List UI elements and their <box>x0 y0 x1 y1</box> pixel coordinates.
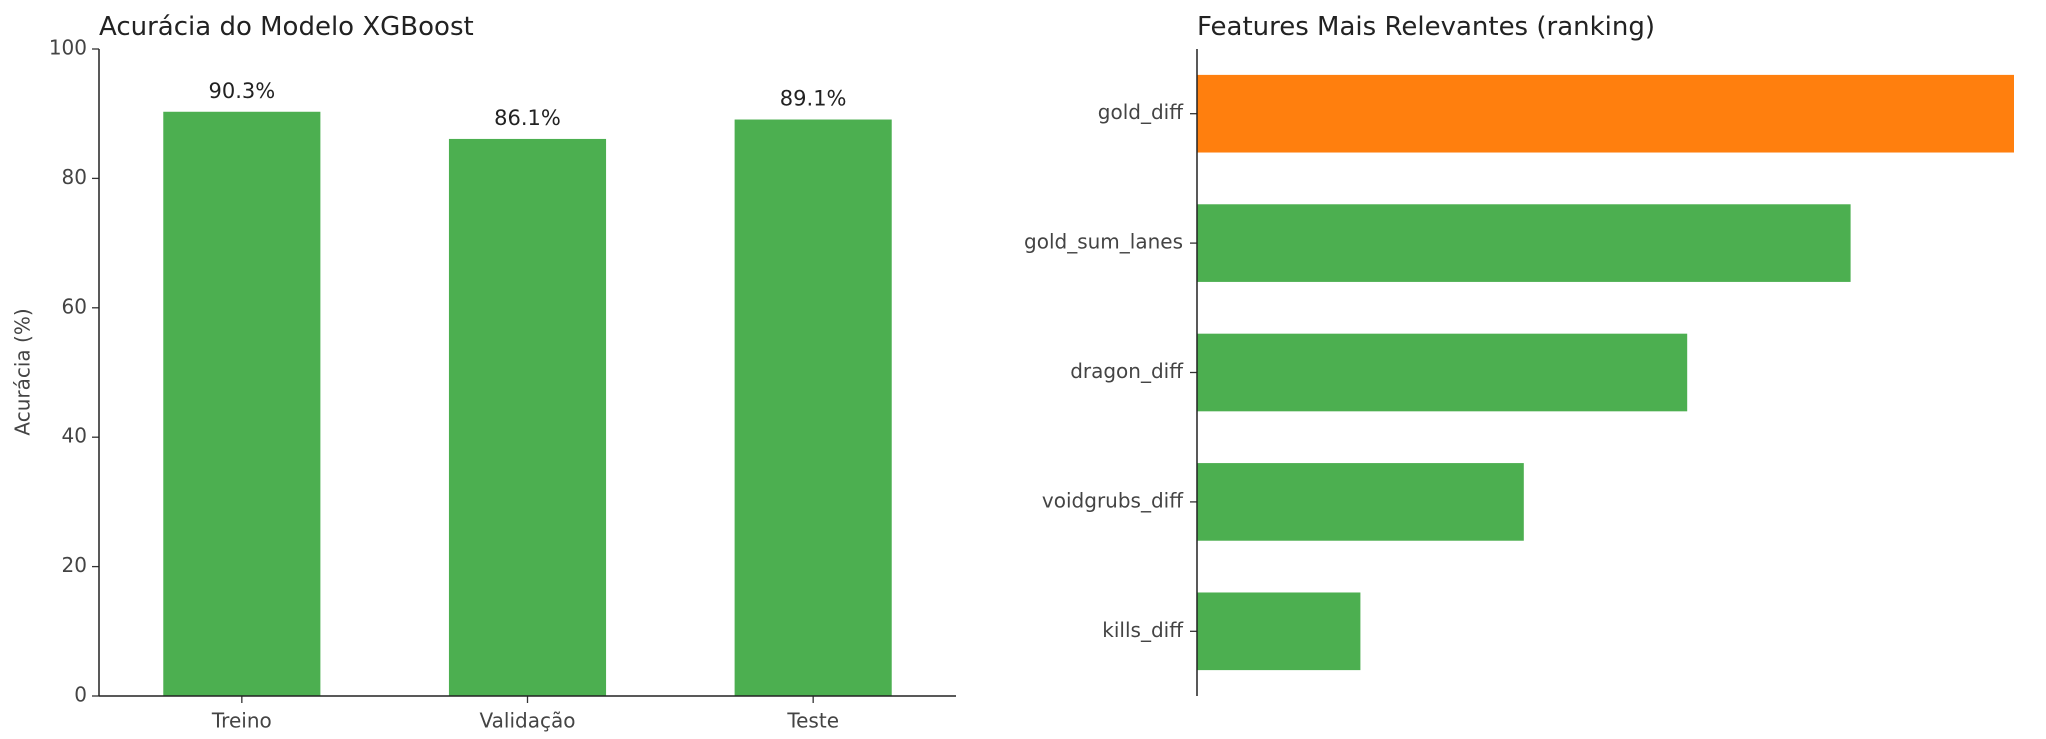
chart-title: Features Mais Relevantes (ranking) <box>1197 12 1655 42</box>
value-label: 89.1% <box>780 87 847 111</box>
x-tick-label: Teste <box>786 709 839 733</box>
y-tick-label: 0 <box>74 683 87 707</box>
bar <box>1197 592 1361 671</box>
y-tick-label: 80 <box>62 165 87 189</box>
bar <box>1197 333 1688 412</box>
y-tick-label: 60 <box>62 294 87 318</box>
bar <box>734 119 892 696</box>
y-tick-label: dragon_diff <box>1070 359 1184 383</box>
value-label: 86.1% <box>494 106 561 130</box>
y-tick-label: kills_diff <box>1102 618 1184 642</box>
y-tick-label: 20 <box>62 553 87 577</box>
x-tick-label: Validação <box>480 709 576 733</box>
chart-title: Acurácia do Modelo XGBoost <box>99 12 474 42</box>
bar <box>163 111 321 696</box>
bar <box>1197 74 2014 153</box>
y-tick-label: voidgrubs_diff <box>1042 488 1184 512</box>
y-tick-label: gold_diff <box>1098 100 1184 124</box>
y-tick-label: 40 <box>62 424 87 448</box>
bar <box>1197 463 1524 541</box>
bar <box>1197 204 1851 282</box>
x-tick-label: Treino <box>211 709 272 733</box>
value-label: 90.3% <box>208 79 275 103</box>
y-axis-label: Acurácia (%) <box>11 308 35 435</box>
y-tick-label: gold_sum_lanes <box>1024 230 1183 254</box>
y-tick-label: 100 <box>49 36 87 60</box>
bar <box>448 138 607 697</box>
